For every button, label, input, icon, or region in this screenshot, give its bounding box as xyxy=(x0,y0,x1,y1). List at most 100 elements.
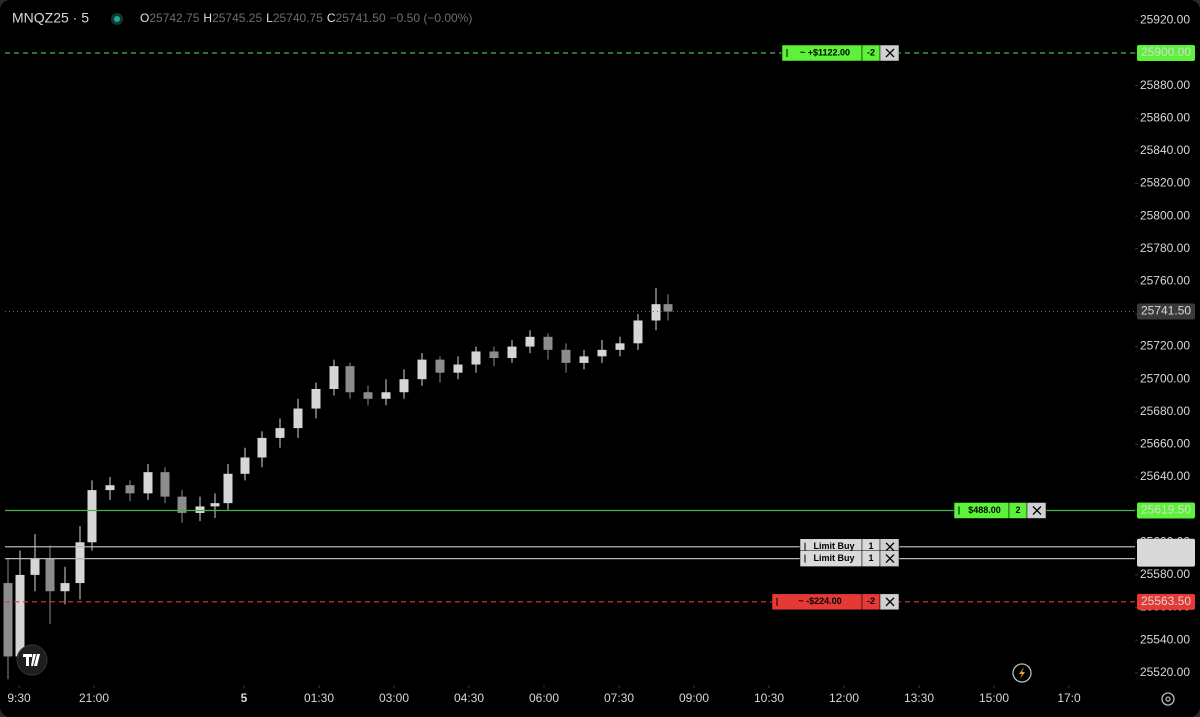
order-qty: -2 xyxy=(867,47,875,57)
ohlc-key: L xyxy=(266,11,273,25)
candle-body xyxy=(525,336,535,347)
candle-body xyxy=(223,473,233,504)
last-price-label: 25741.50 xyxy=(1141,304,1191,318)
symbol: MNQZ25 · 5 xyxy=(12,10,89,26)
candle-body xyxy=(257,437,267,458)
y-tick-label: 25780.00 xyxy=(1140,241,1190,255)
candle-body xyxy=(435,359,445,373)
candle-body xyxy=(210,503,220,507)
x-tick-label: 03:00 xyxy=(379,691,409,705)
y-tick-label: 25660.00 xyxy=(1140,437,1190,451)
candle-body xyxy=(195,506,205,513)
order-price-chip xyxy=(1137,502,1195,519)
y-tick-label: 25920.00 xyxy=(1140,13,1190,27)
x-tick-label: 06:00 xyxy=(529,691,559,705)
y-tick-label: 25580.00 xyxy=(1140,567,1190,581)
ohlc-value: 25741.50 xyxy=(336,11,386,25)
ohlc-value: 25745.25 xyxy=(212,11,262,25)
order-text: ~ -$224.00 xyxy=(798,596,841,606)
y-tick-label: 25860.00 xyxy=(1140,110,1190,124)
order-close[interactable] xyxy=(879,44,900,62)
y-tick-label: 25760.00 xyxy=(1140,274,1190,288)
order-text: Limit Buy xyxy=(813,553,854,563)
order-qty: 1 xyxy=(868,553,873,563)
order-close[interactable] xyxy=(879,550,900,567)
close-icon xyxy=(885,542,895,552)
order-text: Limit Buy xyxy=(813,541,854,551)
lightning-icon[interactable] xyxy=(1012,663,1032,683)
x-tick-label: 04:30 xyxy=(454,691,484,705)
candle-body xyxy=(125,485,135,494)
change: −0.50 (−0.00%) xyxy=(390,11,473,25)
order-text: $488.00 xyxy=(968,505,1001,515)
candle-body xyxy=(275,428,285,438)
order-price-chip xyxy=(1137,593,1195,610)
candle-body xyxy=(30,558,40,575)
x-tick-label: 13:30 xyxy=(904,691,934,705)
y-tick-label: 25700.00 xyxy=(1140,371,1190,385)
candle-body xyxy=(75,542,85,584)
y-tick-label: 25640.00 xyxy=(1140,469,1190,483)
last-price-chip xyxy=(1137,303,1195,320)
candle-body xyxy=(633,320,643,344)
candle-body xyxy=(3,583,13,657)
candle-body xyxy=(143,472,153,494)
plot-area xyxy=(3,52,1135,680)
ohlc-values: O25742.75 H25745.25 L25740.75 C25741.50 −0.5… xyxy=(140,11,472,25)
order-close[interactable] xyxy=(879,593,900,611)
order-close[interactable] xyxy=(1026,502,1047,519)
x-tick-label: 09:00 xyxy=(679,691,709,705)
ohlc-key: C xyxy=(327,11,336,25)
order-price-label: 25619.50 xyxy=(1141,503,1191,517)
candle-body xyxy=(417,359,427,380)
candle-body xyxy=(345,366,355,393)
ohlc-header: O25742.75 H25745.25 L25740.75 C25741.50 −0.5… xyxy=(140,11,472,25)
close-icon xyxy=(885,48,895,58)
candle-body xyxy=(651,304,661,321)
candle-body xyxy=(329,366,339,389)
candle-body xyxy=(471,351,481,365)
candle-body xyxy=(311,388,321,409)
y-tick-label: 25680.00 xyxy=(1140,404,1190,418)
candle-body xyxy=(363,392,373,399)
candle-body xyxy=(453,364,463,373)
order-price-chip xyxy=(1137,550,1195,567)
candle-body xyxy=(615,343,625,350)
close-icon xyxy=(885,597,895,607)
candle-body xyxy=(160,472,170,497)
settings-icon[interactable] xyxy=(1161,692,1175,706)
status-dot xyxy=(114,16,120,22)
x-tick-label: 21:00 xyxy=(79,691,109,705)
candle-body xyxy=(561,349,571,363)
candle-body xyxy=(240,457,250,474)
tv-logo xyxy=(16,644,48,676)
order-price-label: 25597.25 xyxy=(1141,539,1191,553)
ohlc-value: 25742.75 xyxy=(149,11,199,25)
candle-body xyxy=(87,490,97,543)
candle-body xyxy=(543,336,553,350)
order-price-label: 25900.00 xyxy=(1141,45,1191,59)
candle-body xyxy=(597,349,607,357)
y-tick-label: 25880.00 xyxy=(1140,78,1190,92)
order-qty: -2 xyxy=(867,596,875,606)
y-tick-label: 25840.00 xyxy=(1140,143,1190,157)
ohlc-value: 25740.75 xyxy=(273,11,323,25)
x-tick-label: 01:30 xyxy=(304,691,334,705)
order-price-label: 25563.50 xyxy=(1141,594,1191,608)
y-tick-label: 25820.00 xyxy=(1140,176,1190,190)
order-qty: 2 xyxy=(1015,505,1020,515)
x-tick-label: 10:30 xyxy=(754,691,784,705)
close-icon xyxy=(1032,506,1042,515)
candle-body xyxy=(399,379,409,393)
order-qty: 1 xyxy=(868,541,873,551)
order-text: ~ +$1122.00 xyxy=(800,47,850,57)
ohlc-key: O xyxy=(140,11,149,25)
order-price-chip xyxy=(1137,45,1195,62)
x-tick-label: 17:0 xyxy=(1057,691,1081,705)
x-tick-label: 12:00 xyxy=(829,691,859,705)
candle-body xyxy=(489,351,499,358)
x-tick-label: 15:00 xyxy=(979,691,1009,705)
candle-body xyxy=(293,408,303,429)
